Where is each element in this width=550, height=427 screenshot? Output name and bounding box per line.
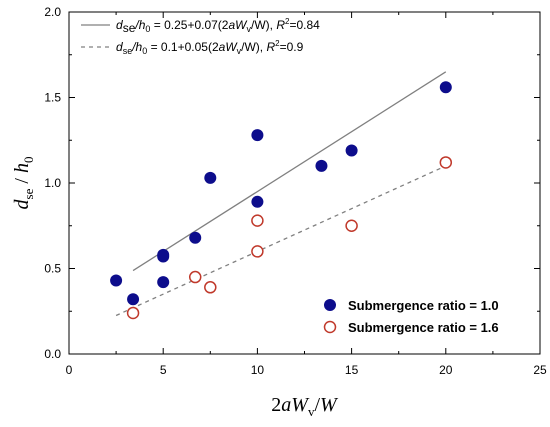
- x-tick-label: 10: [251, 363, 265, 377]
- legend-fit-solid-label: dse/h0 = 0.25+0.07(2aWv/W), R2=0.84: [116, 17, 320, 35]
- point-series-1: [251, 129, 264, 142]
- point-series-2: [251, 214, 264, 227]
- point-series-1: [127, 293, 140, 306]
- y-tick-label: 0.0: [44, 347, 61, 361]
- fit-lines: [115, 71, 447, 317]
- x-tick-label: 0: [66, 363, 73, 377]
- point-series-2: [251, 245, 264, 258]
- legend-marker-filled: [324, 299, 336, 311]
- point-series-1: [439, 81, 452, 94]
- point-series-1: [110, 274, 123, 287]
- series-legend: Submergence ratio = 1.0 Submergence rati…: [323, 298, 499, 335]
- x-axis: 0 5 10 15 20 25: [66, 12, 547, 377]
- y-axis-title: dse / h0: [11, 157, 36, 210]
- fit-line-dashed: [115, 165, 447, 317]
- point-series-2: [439, 156, 453, 169]
- point-series-1: [157, 276, 170, 289]
- y-axis: 0.0 0.5 1.0 1.5 2.0: [44, 5, 540, 361]
- point-series-2: [345, 219, 358, 232]
- data-points: [110, 81, 453, 320]
- point-series-2: [188, 270, 202, 284]
- point-series-1: [157, 248, 170, 261]
- x-tick-label: 15: [345, 363, 359, 377]
- point-series-1: [345, 144, 358, 157]
- x-tick-label: 20: [439, 363, 453, 377]
- y-tick-label: 1.5: [44, 91, 61, 105]
- fit-line-solid: [132, 71, 447, 272]
- y-tick-label: 2.0: [44, 5, 61, 19]
- point-series-1: [251, 195, 264, 208]
- legend-fit-dashed-label: dse/h0 = 0.1+0.05(2aWv/W), R2=0.9: [116, 39, 304, 56]
- x-tick-label: 5: [160, 363, 167, 377]
- fit-legend: dse/h0 = 0.25+0.07(2aWv/W), R2=0.84 dse/…: [81, 17, 320, 56]
- point-series-1: [315, 159, 328, 172]
- point-series-1: [204, 171, 217, 184]
- x-axis-title: 2aWv/W: [271, 394, 339, 419]
- point-series-2: [126, 306, 140, 320]
- y-tick-label: 0.5: [44, 262, 61, 276]
- y-tick-label: 1.0: [44, 176, 61, 190]
- point-series-1: [189, 231, 202, 244]
- point-series-2: [204, 281, 217, 294]
- x-tick-label: 25: [533, 363, 547, 377]
- legend-marker-open: [323, 320, 337, 334]
- legend-series-1-label: Submergence ratio = 1.0: [348, 298, 499, 313]
- legend-series-2-label: Submergence ratio = 1.6: [348, 320, 499, 335]
